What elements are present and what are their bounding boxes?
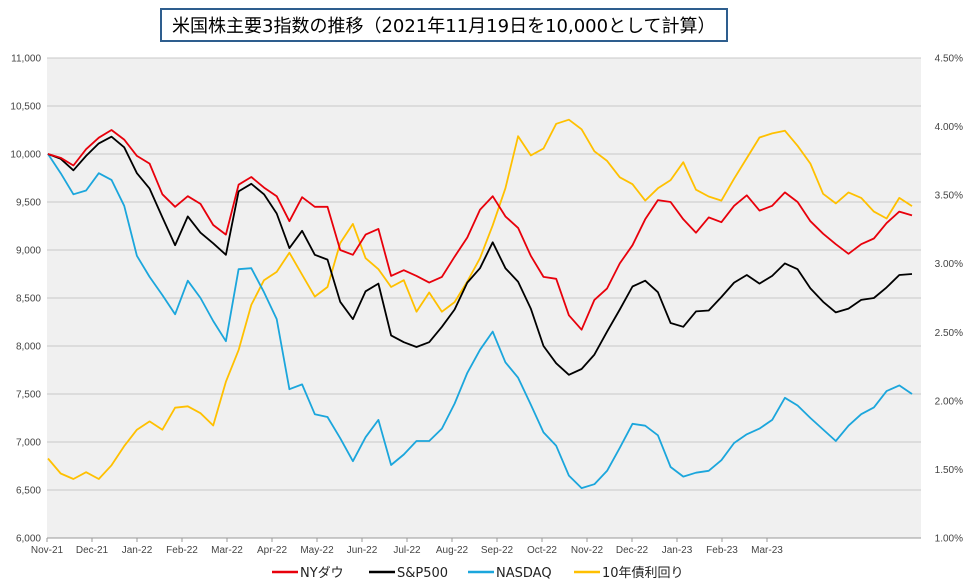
y-left-tick-label: 7,000 xyxy=(16,438,41,449)
y-right-tick-label: 4.50% xyxy=(935,54,963,65)
y-left-tick-label: 10,500 xyxy=(10,102,41,113)
y-right-tick-label: 2.00% xyxy=(935,396,963,407)
legend-label: NASDAQ xyxy=(496,566,552,581)
legend-label: NYダウ xyxy=(300,566,344,581)
x-tick-label: Jan-23 xyxy=(662,545,693,556)
y-axis-right-labels: 1.00% 1.50% 2.00% 2.50% 3.00% 3.50% 4.00% 4.50% xyxy=(935,54,963,545)
y-right-tick-label: 3.00% xyxy=(935,259,963,270)
chart-title: 米国株主要3指数の推移（2021年11月19日を10,000として計算） xyxy=(160,8,728,42)
x-tick-label: Mar-23 xyxy=(751,545,783,556)
y-left-tick-label: 10,000 xyxy=(10,150,41,161)
series-line xyxy=(47,118,913,480)
y-left-tick-label: 8,500 xyxy=(16,294,41,305)
y-right-tick-label: 1.50% xyxy=(935,465,963,476)
x-axis-labels: Nov-21 Dec-21 Jan-22 Feb-22 Mar-22 Apr-22 May-… xyxy=(31,545,783,556)
y-axis-left-labels: 6,000 6,500 7,000 7,500 8,000 8,500 9,000 9,500… xyxy=(10,54,41,545)
y-left-tick-label: 11,000 xyxy=(11,54,41,65)
gridlines xyxy=(46,57,921,542)
x-tick-label: Feb-23 xyxy=(706,545,738,556)
x-tick-label: Jun-22 xyxy=(347,545,378,556)
x-tick-label: May-22 xyxy=(300,545,334,556)
y-left-tick-label: 8,000 xyxy=(16,342,41,353)
legend: NYダウ S&P500 NASDAQ 10年債利回り xyxy=(272,566,684,581)
y-left-tick-label: 6,500 xyxy=(16,486,41,497)
x-tick-label: Oct-22 xyxy=(527,545,557,556)
y-left-tick-label: 9,000 xyxy=(16,246,41,257)
y-left-tick-label: 6,000 xyxy=(16,534,41,545)
y-right-tick-label: 2.50% xyxy=(935,328,963,339)
y-left-tick-label: 9,500 xyxy=(16,198,41,209)
legend-label: S&P500 xyxy=(397,566,448,581)
y-right-tick-label: 4.00% xyxy=(935,122,963,133)
x-tick-label: Sep-22 xyxy=(481,545,514,556)
y-right-tick-label: 1.00% xyxy=(935,534,963,545)
y-right-tick-label: 3.50% xyxy=(935,191,963,202)
x-tick-label: Jul-22 xyxy=(393,545,421,556)
legend-label: 10年債利回り xyxy=(602,566,684,581)
x-tick-label: Nov-21 xyxy=(31,545,64,556)
series-line xyxy=(47,129,913,331)
y-left-tick-label: 7,500 xyxy=(16,390,41,401)
x-tick-label: Mar-22 xyxy=(211,545,243,556)
series-lines xyxy=(47,118,913,490)
x-tick-label: Nov-22 xyxy=(571,545,604,556)
x-tick-label: Apr-22 xyxy=(257,545,287,556)
x-tick-label: Jan-22 xyxy=(122,545,153,556)
x-tick-label: Dec-21 xyxy=(76,545,109,556)
series-line xyxy=(47,135,913,376)
x-tick-label: Feb-22 xyxy=(166,545,198,556)
series-line xyxy=(47,153,913,490)
x-tick-label: Dec-22 xyxy=(616,545,649,556)
x-tick-label: Aug-22 xyxy=(436,545,469,556)
